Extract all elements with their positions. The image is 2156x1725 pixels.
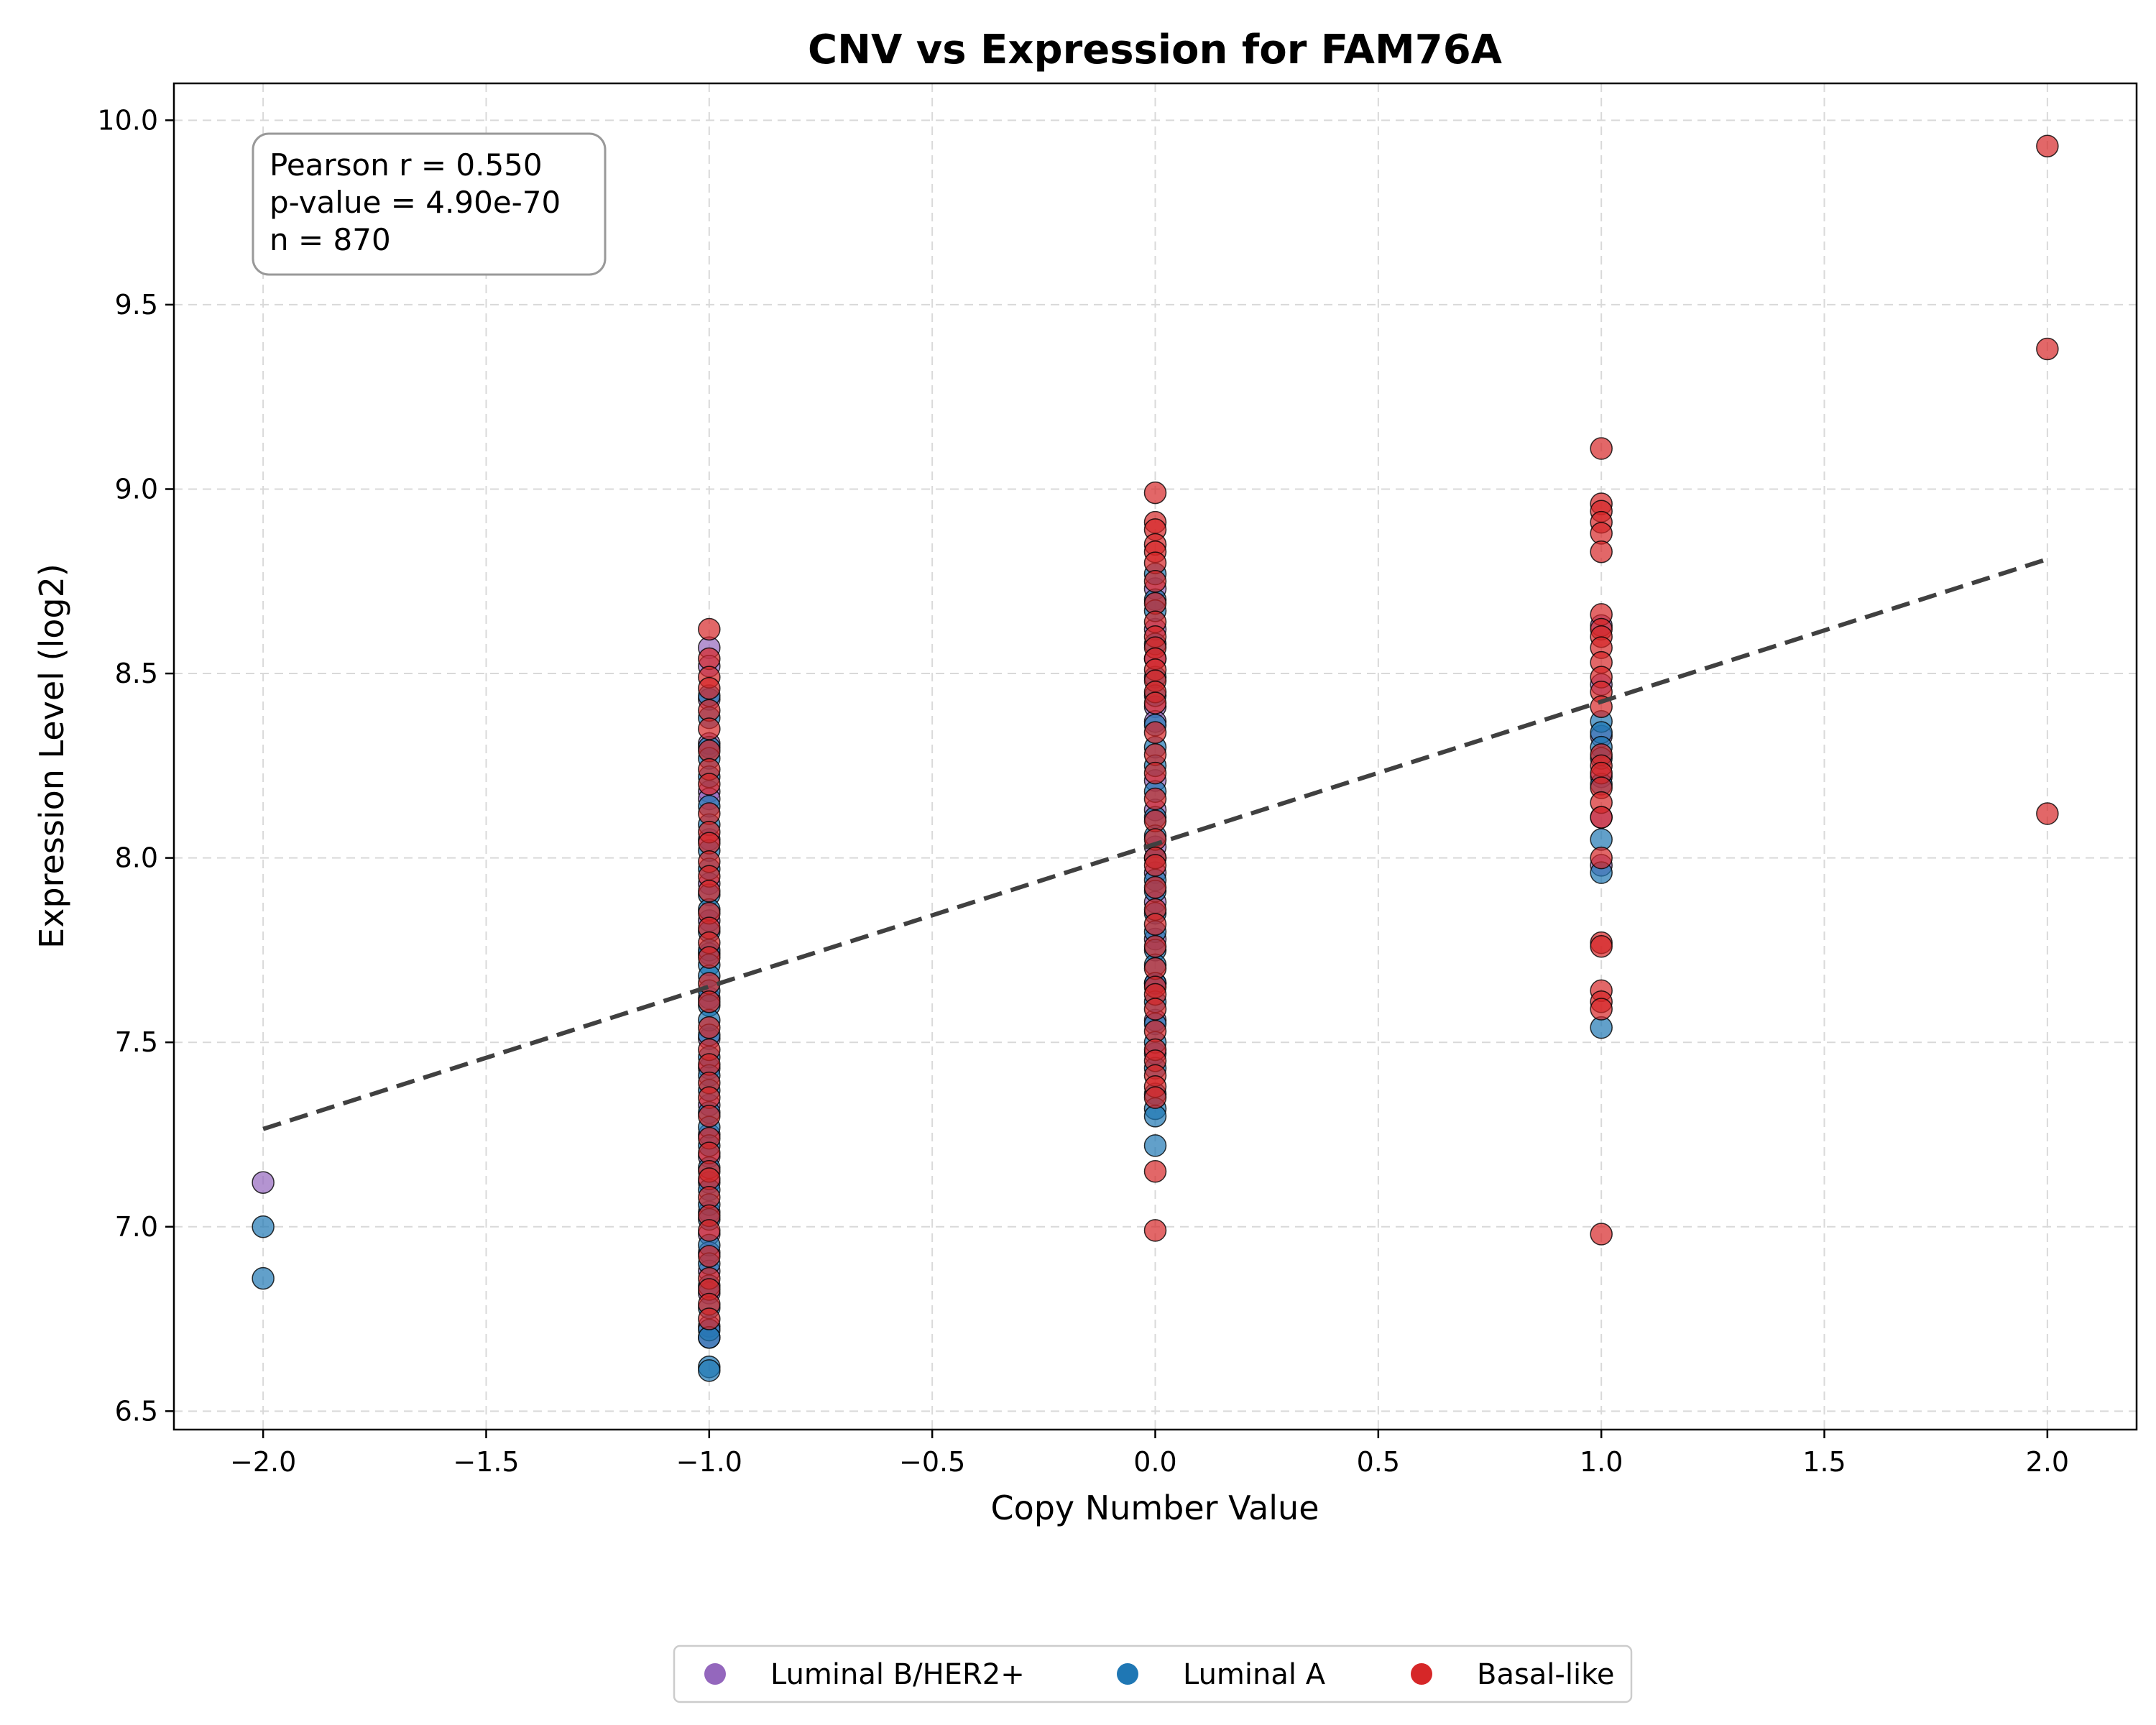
stats-n: n = 870	[270, 222, 391, 257]
data-point-basal-like	[1143, 1086, 1167, 1109]
data-point-basal-like	[698, 676, 721, 700]
x-tick-label: −0.5	[899, 1446, 965, 1478]
data-point-basal-like	[698, 1307, 721, 1330]
x-tick-label: −2.0	[230, 1446, 296, 1478]
data-point-basal-like	[698, 946, 721, 969]
y-tick-label: 9.0	[115, 473, 158, 505]
legend-marker-luminal-a	[1117, 1663, 1138, 1685]
data-point-basal-like	[698, 717, 721, 740]
data-point-basal-like	[1143, 721, 1167, 744]
trend-line	[262, 557, 2048, 1131]
data-point-basal-like	[1143, 913, 1167, 936]
y-tick-label: 9.5	[115, 289, 158, 321]
x-tick-label: −1.0	[676, 1446, 742, 1478]
data-point-basal-like	[1143, 570, 1167, 593]
data-point-basal-like	[698, 1105, 721, 1128]
data-point-basal-like	[698, 617, 721, 641]
legend-frame	[673, 1644, 1633, 1703]
data-point-basal-like	[1590, 998, 1613, 1021]
chart-title: CNV vs Expression for FAM76A	[808, 27, 1503, 73]
x-tick-label: −1.5	[453, 1446, 519, 1478]
y-tick-label: 10.0	[97, 104, 158, 136]
data-point-basal-like	[2036, 337, 2059, 361]
x-tick-label: 1.0	[1580, 1446, 1623, 1478]
data-point-basal-like	[698, 773, 721, 796]
data-point-basal-like	[1143, 481, 1167, 505]
data-points	[252, 134, 2059, 1382]
x-tick-label: 1.5	[1802, 1446, 1846, 1478]
data-point-basal-like	[1590, 846, 1613, 870]
data-point-basal-like	[698, 880, 721, 903]
stats-box: Pearson r = 0.550 p-value = 4.90e-70 n =…	[252, 132, 607, 276]
axis-ticks: −2.0 −1.5 −1.0 −0.5 0.0 0.5 1.0 1.5 2.0 6.5 7.0 7.5…	[97, 104, 2069, 1478]
y-axis-label: Expression Level (log2)	[32, 564, 71, 949]
data-point-basal-like	[1143, 1219, 1167, 1242]
data-point-luminal-a	[252, 1215, 275, 1238]
data-point-basal-like	[1590, 1223, 1613, 1246]
data-point-basal-like	[1143, 761, 1167, 785]
stats-p-value: p-value = 4.90e-70	[270, 185, 561, 220]
legend-label-luminal-a: Luminal A	[1183, 1658, 1326, 1691]
data-point-basal-like	[1590, 806, 1613, 829]
data-point-luminal-a	[1143, 1134, 1167, 1157]
data-point-basal-like	[698, 990, 721, 1013]
data-point-luminal-a	[252, 1266, 275, 1290]
data-point-basal-like	[2036, 134, 2059, 157]
data-point-basal-like	[698, 1219, 721, 1242]
data-point-basal-like	[1590, 437, 1613, 460]
data-point-basal-like	[698, 1016, 721, 1039]
y-tick-label: 6.5	[115, 1395, 158, 1427]
stats-box-frame	[252, 132, 607, 276]
data-point-basal-like	[1143, 875, 1167, 899]
data-point-basal-like	[698, 1245, 721, 1268]
data-point-basal-like	[1590, 540, 1613, 564]
legend-marker-luminal-b-her2	[704, 1663, 726, 1685]
stats-pearson: Pearson r = 0.550	[270, 147, 543, 183]
x-tick-label: 2.0	[2026, 1446, 2069, 1478]
legend-marker-basal-like	[1411, 1663, 1432, 1685]
data-point-luminal-a	[698, 1359, 721, 1382]
data-point-basal-like	[1143, 691, 1167, 714]
legend-label-basal-like: Basal-like	[1477, 1658, 1614, 1691]
data-point-basal-like	[1143, 787, 1167, 811]
data-point-basal-like	[1143, 935, 1167, 958]
data-point-basal-like	[2036, 802, 2059, 825]
data-point-basal-like	[1143, 998, 1167, 1021]
x-axis-label: Copy Number Value	[990, 1489, 1319, 1527]
y-tick-label: 7.0	[115, 1211, 158, 1243]
data-point-luminal-b-her2	[252, 1171, 275, 1194]
y-tick-label: 8.0	[115, 842, 158, 874]
x-tick-label: 0.0	[1133, 1446, 1176, 1478]
legend-label-luminal-b-her2: Luminal B/HER2+	[770, 1658, 1025, 1691]
y-tick-label: 8.5	[115, 658, 158, 689]
x-tick-label: 0.5	[1357, 1446, 1400, 1478]
legend: Luminal B/HER2+ Luminal A Basal-like	[673, 1644, 1633, 1703]
data-point-basal-like	[1590, 935, 1613, 958]
data-point-basal-like	[1143, 854, 1167, 877]
y-tick-label: 7.5	[115, 1026, 158, 1058]
data-point-basal-like	[1143, 1160, 1167, 1183]
